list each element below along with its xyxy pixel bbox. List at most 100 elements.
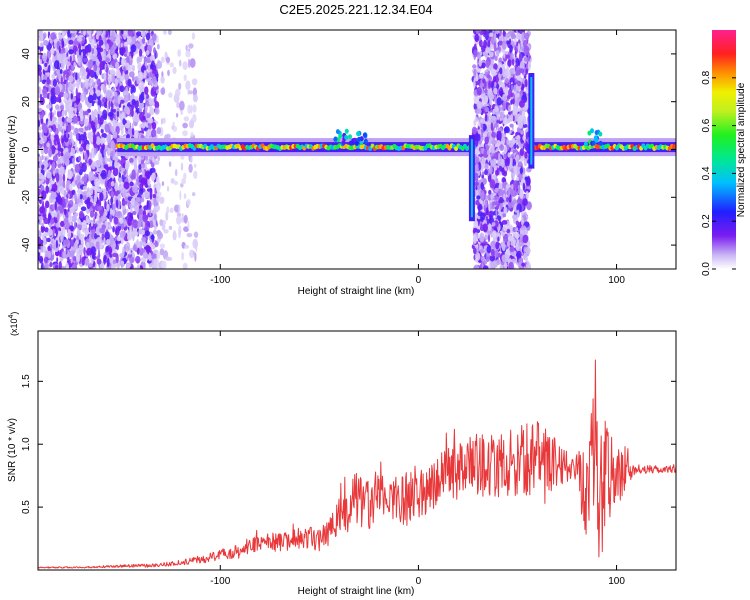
noise-cell: [499, 111, 504, 120]
noise-cell: [503, 170, 507, 177]
noise-cell: [187, 104, 191, 115]
noise-cell: [94, 186, 98, 194]
noise-cell: [156, 60, 163, 69]
noise-cell: [491, 158, 497, 168]
noise-cell: [89, 152, 93, 159]
noise-cell: [143, 190, 150, 199]
noise-cell: [60, 75, 63, 85]
noise-cell: [151, 121, 157, 130]
noise-cell: [46, 49, 52, 59]
noise-cell: [74, 127, 79, 135]
noise-cell: [131, 128, 135, 136]
noise-cell: [124, 122, 131, 129]
noise-cell: [147, 177, 151, 187]
noise-cell: [65, 262, 69, 269]
noise-cell: [56, 137, 60, 145]
noise-cell: [99, 192, 104, 202]
noise-cell: [118, 177, 122, 184]
y-tick-label: 1.5: [21, 374, 32, 388]
noise-cell: [116, 244, 119, 251]
noise-cell: [63, 208, 67, 216]
noise-cell: [78, 127, 84, 133]
noise-cell: [473, 265, 479, 269]
noise-cell: [194, 252, 197, 262]
noise-cell: [187, 85, 190, 96]
noise-cell: [56, 69, 61, 75]
noise-cell: [511, 183, 514, 190]
noise-cell: [514, 50, 517, 58]
feature-cell: [338, 133, 343, 139]
noise-cell: [50, 111, 53, 122]
noise-cell: [87, 60, 93, 70]
noise-cell: [190, 156, 193, 163]
noise-cell: [47, 245, 51, 252]
noise-cell: [119, 99, 125, 104]
noise-cell: [65, 80, 68, 91]
noise-cell: [104, 231, 110, 241]
noise-cell: [509, 67, 515, 75]
noise-cell: [104, 144, 108, 150]
noise-cell: [73, 102, 77, 109]
noise-cell: [484, 169, 488, 176]
noise-cell: [38, 74, 41, 84]
noise-cell: [107, 169, 111, 179]
noise-cell: [103, 85, 107, 94]
colorbar-tick-label: 0.8: [701, 70, 712, 84]
noise-cell: [147, 117, 154, 124]
noise-cell: [522, 135, 526, 141]
snr-series-line: [38, 359, 676, 569]
noise-cell: [488, 131, 492, 137]
noise-cell: [106, 257, 110, 268]
noise-cell: [483, 89, 488, 94]
noise-cell: [505, 68, 510, 78]
noise-cell: [92, 152, 95, 159]
noise-cell: [497, 188, 503, 197]
noise-cell: [144, 154, 148, 161]
noise-cell: [475, 72, 479, 83]
noise-cell: [95, 58, 100, 67]
noise-cell: [123, 66, 126, 74]
noise-cell: [103, 30, 106, 37]
noise-cell: [159, 219, 163, 227]
noise-cell: [152, 229, 158, 235]
noise-cell: [119, 85, 125, 93]
noise-cell: [65, 246, 68, 255]
noise-cell: [104, 123, 110, 133]
noise-cell: [68, 39, 74, 45]
x-tick-label: 0: [416, 576, 422, 587]
noise-cell: [191, 78, 198, 86]
noise-cell: [134, 114, 141, 123]
noise-cell: [79, 193, 83, 200]
noise-cell: [118, 200, 121, 207]
noise-cell: [151, 33, 157, 42]
noise-cell: [38, 64, 42, 73]
feature-cell: [356, 131, 361, 137]
noise-cell: [146, 30, 149, 34]
noise-cell: [475, 185, 478, 191]
noise-cell: [130, 84, 135, 89]
noise-cell: [38, 126, 42, 131]
noise-cell: [147, 171, 150, 180]
noise-cell: [108, 246, 112, 256]
noise-cell: [522, 39, 528, 48]
feature-cell: [333, 136, 338, 142]
noise-cell: [132, 219, 139, 229]
noise-cell: [491, 139, 498, 145]
noise-cell: [524, 188, 531, 194]
noise-cell: [84, 120, 88, 127]
noise-cell: [74, 163, 81, 173]
carrier-cell: [672, 144, 676, 149]
noise-cell: [101, 132, 108, 139]
noise-cell: [157, 231, 164, 240]
noise-cell: [144, 86, 149, 95]
noise-cell: [183, 226, 190, 233]
noise-cell: [484, 106, 490, 113]
noise-cell: [499, 78, 502, 85]
noise-cell: [521, 262, 526, 267]
noise-cell: [478, 59, 482, 67]
y-tick-label: 1.0: [21, 437, 32, 451]
noise-cell: [516, 74, 522, 81]
noise-cell: [44, 256, 48, 264]
noise-cell: [152, 193, 156, 199]
